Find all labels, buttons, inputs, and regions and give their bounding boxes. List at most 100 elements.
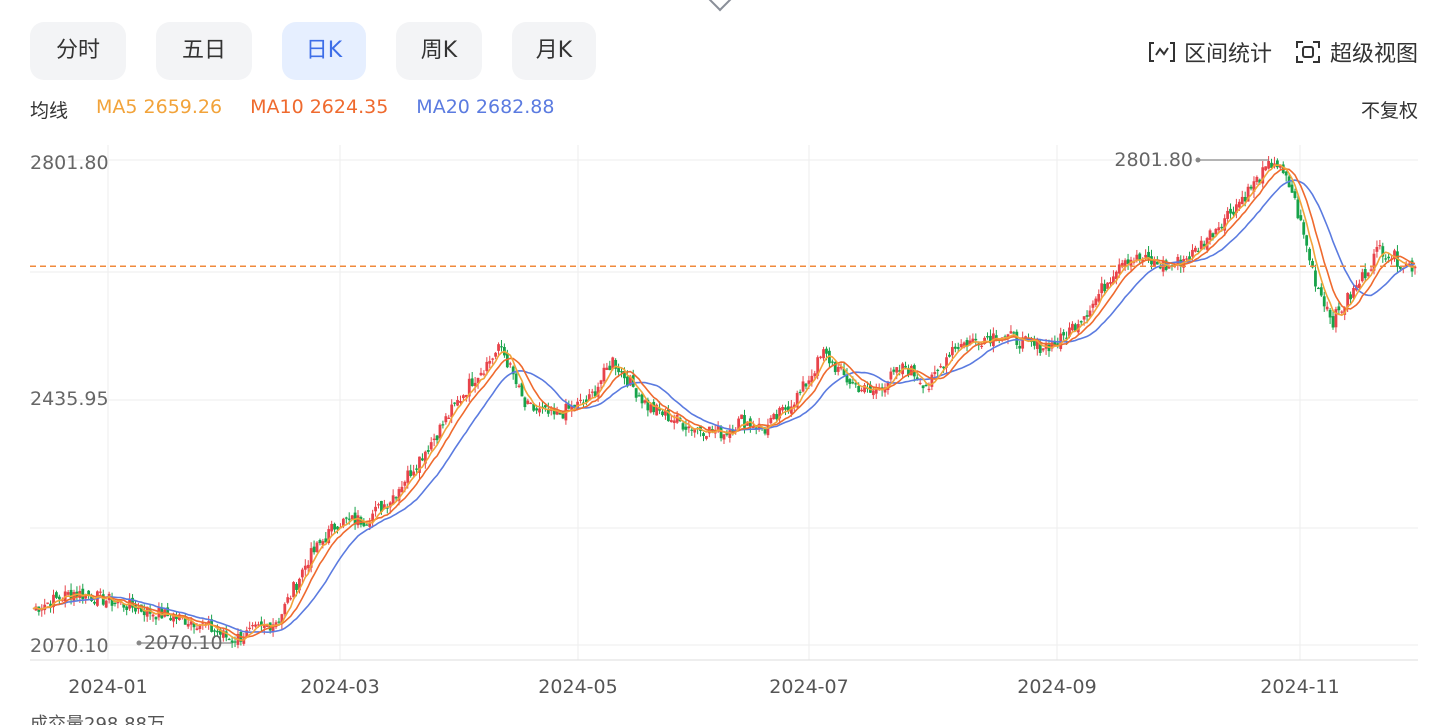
candle-up: [98, 591, 102, 593]
candle-up: [655, 404, 659, 416]
candle-down: [1147, 251, 1150, 259]
candle-down: [324, 538, 328, 543]
tab-five-day[interactable]: 五日: [156, 22, 252, 80]
candle-down: [623, 370, 626, 379]
candle-up: [871, 390, 875, 396]
candle-up: [1091, 303, 1095, 308]
candle-up: [939, 366, 943, 368]
candle-up: [1088, 310, 1092, 317]
range-stats-icon: [1148, 42, 1175, 62]
x-tick-2024-09: 2024-09: [1017, 676, 1097, 698]
min-marker-label: 2070.10: [144, 632, 223, 654]
candle-up: [628, 376, 632, 386]
candle-down: [684, 426, 688, 430]
candle-up: [145, 606, 149, 617]
candle-up: [1041, 348, 1045, 351]
candle-up: [280, 614, 284, 625]
candle-up: [962, 342, 966, 348]
candle-up: [740, 414, 743, 419]
candle-up: [781, 407, 784, 411]
chart-tools: 区间统计 超级视图: [1126, 36, 1418, 68]
candle-down: [681, 423, 685, 430]
candle-up: [1334, 309, 1338, 328]
tab-daily-k[interactable]: 日K: [282, 22, 366, 80]
candle-down: [470, 378, 474, 387]
candle-up: [807, 380, 811, 384]
candle-up: [271, 624, 275, 632]
candle-down: [1398, 266, 1402, 269]
candle-up: [1278, 164, 1282, 168]
candle-down: [989, 335, 992, 344]
candle-up: [675, 414, 679, 423]
candle-up: [257, 624, 260, 626]
candle-up: [429, 442, 433, 450]
candle-up: [602, 367, 606, 382]
candle-up: [1360, 272, 1364, 282]
candle-up: [476, 377, 480, 384]
candle-up: [801, 381, 805, 392]
candle-up: [467, 378, 471, 397]
candle-up: [751, 426, 755, 429]
candle-up: [1267, 161, 1271, 169]
candle-down: [634, 388, 638, 398]
candle-up: [705, 436, 708, 439]
candle-up: [397, 489, 401, 501]
candle-down: [1316, 287, 1320, 290]
candle-up: [309, 548, 313, 568]
candle-down: [227, 638, 231, 641]
max-marker-dot: [1195, 157, 1201, 163]
candle-down: [134, 604, 137, 612]
candle-down: [230, 640, 234, 644]
candle-up: [283, 603, 287, 615]
candle-up: [418, 456, 421, 473]
candle-up: [1094, 298, 1098, 306]
candle-up: [412, 471, 416, 476]
candle-up: [198, 624, 202, 629]
candle-up: [1109, 281, 1112, 284]
candle-down: [441, 424, 445, 426]
candle-up: [72, 592, 76, 602]
candle-up: [1340, 311, 1344, 313]
candle-down: [942, 366, 945, 369]
candle-down: [1202, 243, 1206, 247]
candle-up: [596, 386, 600, 397]
range-stats-button[interactable]: 区间统计: [1148, 36, 1272, 68]
candle-down: [725, 432, 729, 435]
candle-up: [529, 402, 533, 405]
candle-up: [1191, 249, 1194, 257]
candle-down: [1349, 294, 1352, 300]
candle-up: [265, 624, 269, 627]
candle-down: [828, 350, 831, 364]
candle-down: [1299, 215, 1303, 221]
tab-intraday[interactable]: 分时: [30, 22, 126, 80]
candle-up: [1375, 246, 1379, 252]
candle-down: [453, 402, 457, 404]
candle-down: [974, 338, 978, 341]
candle-down: [804, 383, 808, 387]
candle-up: [1141, 259, 1145, 263]
candle-up: [792, 404, 796, 408]
candle-up: [66, 592, 70, 595]
tab-weekly-k[interactable]: 周K: [396, 22, 482, 80]
ma5-line: [32, 164, 1416, 641]
candle-down: [1363, 269, 1367, 279]
candle-down: [640, 394, 644, 404]
candle-up: [909, 365, 913, 376]
candle-up: [292, 582, 295, 598]
x-tick-2024-01: 2024-01: [68, 676, 148, 698]
candle-up: [330, 523, 334, 532]
candle-up: [321, 541, 325, 546]
adjustment-selector[interactable]: 不复权: [1360, 100, 1418, 122]
candle-up: [403, 481, 407, 486]
candle-down: [1155, 261, 1159, 265]
candle-down: [259, 621, 263, 625]
candle-down: [1018, 345, 1022, 349]
super-view-button[interactable]: 超级视图: [1294, 36, 1418, 68]
candle-up: [687, 426, 691, 429]
candle-up: [1404, 263, 1408, 267]
candle-up: [1393, 250, 1396, 260]
candle-up: [1100, 283, 1104, 294]
candle-down: [213, 630, 216, 632]
tab-monthly-k[interactable]: 月K: [512, 22, 596, 80]
